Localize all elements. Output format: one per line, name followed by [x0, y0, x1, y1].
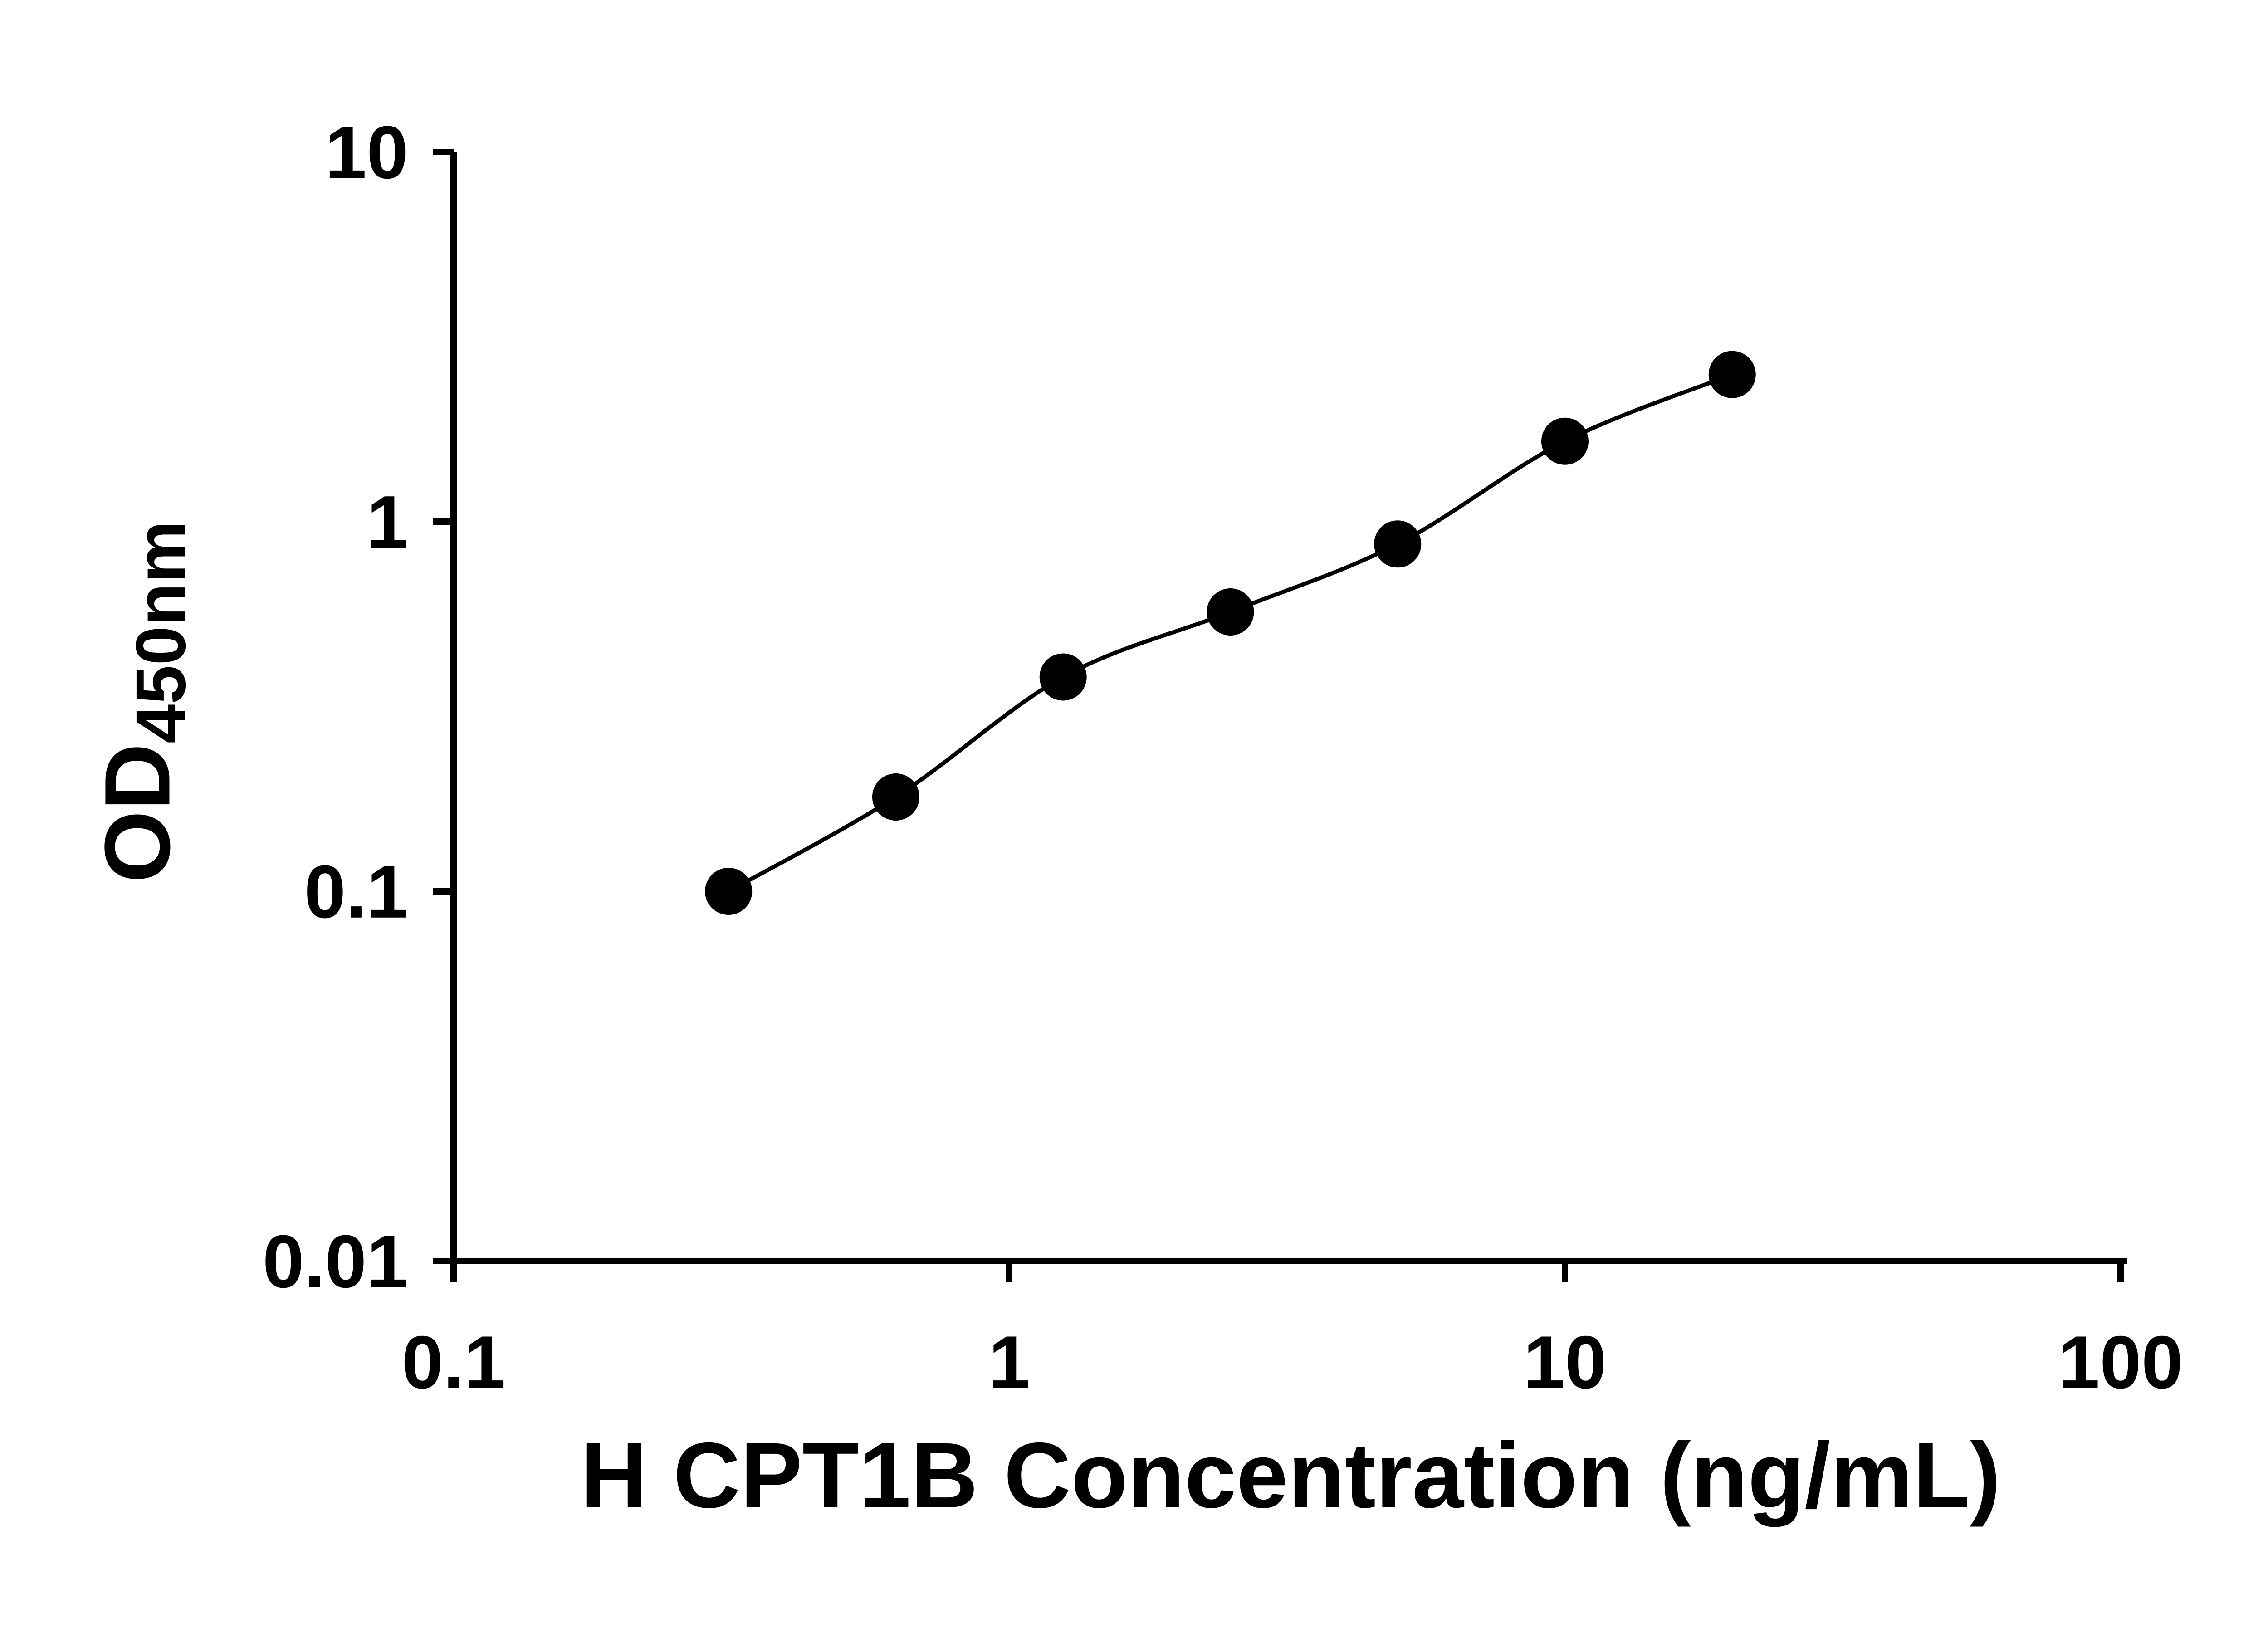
x-tick-label: 0.1 [401, 1320, 505, 1404]
y-tick-label: 10 [325, 111, 408, 194]
data-point [1708, 351, 1756, 398]
data-point [1374, 520, 1422, 568]
y-tick-label: 0.01 [263, 1220, 408, 1303]
tick-labels: 0.1 1 10 100 0.01 0.1 1 10 [263, 111, 2183, 1404]
axis-lines [450, 152, 2127, 1264]
axes [450, 152, 2127, 1264]
y-axis-label-subscript: 450nm [121, 520, 200, 743]
y-axis-label: OD450nm [85, 521, 200, 883]
x-tick-label: 10 [1523, 1320, 1607, 1404]
y-axis-label-main: OD [85, 743, 190, 883]
y-tick-label: 1 [367, 480, 408, 564]
x-axis-label: H CPT1B Concentration (ng/mL) [580, 1423, 2001, 1527]
data-point [1541, 417, 1589, 465]
data-point [1207, 588, 1254, 636]
x-tick-label: 1 [988, 1320, 1030, 1404]
data-point [1039, 653, 1087, 701]
data-points [705, 351, 1756, 915]
y-tick-label: 0.1 [304, 850, 408, 934]
x-tick-label: 100 [2058, 1320, 2183, 1404]
axis-ticks [433, 149, 2124, 1282]
data-point [705, 868, 753, 915]
data-point [872, 773, 919, 821]
